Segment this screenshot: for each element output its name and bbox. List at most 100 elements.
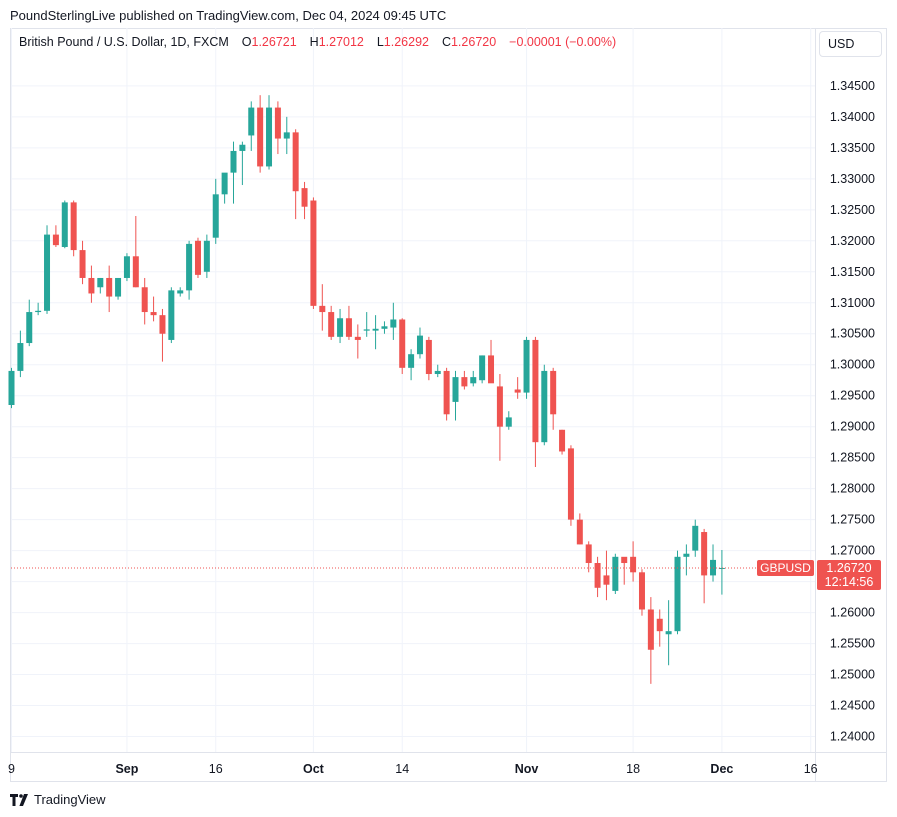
candle-body — [230, 150, 237, 173]
candle-body — [621, 556, 628, 564]
candle-body — [505, 417, 512, 427]
candle-body — [674, 556, 681, 632]
high-value: 1.27012 — [318, 35, 364, 49]
candle-body — [603, 575, 610, 585]
time-tick-label: 16 — [209, 762, 223, 776]
candle-body — [416, 335, 423, 355]
candle-body — [647, 609, 654, 650]
price-tick-label: 1.31000 — [830, 296, 875, 310]
candles — [8, 95, 725, 684]
symbol-tag-label: GBPUSD — [760, 561, 811, 575]
candle-body — [399, 319, 406, 368]
price-tick-label: 1.31500 — [830, 265, 875, 279]
time-tick-label: Sep — [115, 762, 138, 776]
candle-body — [168, 290, 175, 340]
candle-body — [203, 240, 210, 272]
price-tag-background — [817, 559, 881, 590]
grid-lines — [11, 28, 886, 782]
open-value: 1.26721 — [251, 35, 297, 49]
time-tick-label: 16 — [804, 762, 818, 776]
candle-body — [390, 319, 397, 328]
candle-body — [17, 343, 24, 371]
symbol-title: British Pound / U.S. Dollar, 1D, FXCM — [19, 35, 229, 49]
change-value: −0.00001 (−0.00%) — [509, 35, 617, 49]
candle-body — [301, 188, 308, 207]
candle-body — [61, 202, 68, 247]
price-tick-label: 1.28500 — [830, 451, 875, 465]
candle-body — [363, 329, 370, 331]
candle-body — [425, 339, 432, 375]
candle-body — [630, 556, 637, 573]
candle-body — [292, 132, 299, 192]
candle-body — [212, 194, 219, 238]
symbol-legend: British Pound / U.S. Dollar, 1D, FXCM O1… — [19, 35, 616, 49]
candle-body — [523, 339, 530, 393]
candle-body — [470, 377, 477, 384]
candle-body — [274, 107, 281, 139]
candle-body — [79, 250, 86, 278]
candle-body — [532, 339, 539, 443]
candle-body — [141, 287, 148, 313]
candle-body — [44, 234, 51, 311]
candle-body — [8, 370, 15, 405]
candle-body — [88, 277, 95, 294]
low-value: 1.26292 — [383, 35, 429, 49]
candle-body — [576, 519, 583, 545]
currency-button[interactable]: USD — [819, 31, 882, 57]
price-tick-label: 1.25500 — [830, 637, 875, 651]
candle-body — [115, 277, 122, 297]
candle-body — [26, 312, 33, 344]
price-tick-label: 1.27500 — [830, 513, 875, 527]
candle-body — [452, 377, 459, 402]
symbol-tag-background — [757, 559, 814, 576]
price-tick-label: 1.24500 — [830, 699, 875, 713]
candle-body — [239, 144, 246, 151]
candle-body — [70, 202, 77, 251]
price-tick-label: 1.33500 — [830, 141, 875, 155]
candle-body — [638, 572, 645, 610]
candle-body — [594, 563, 601, 588]
candle-body — [328, 312, 335, 337]
price-axis: 1.240001.245001.250001.255001.260001.265… — [830, 79, 875, 744]
candle-body — [567, 448, 574, 520]
price-tick-label: 1.26000 — [830, 606, 875, 620]
candle-body — [283, 132, 290, 139]
candle-body — [310, 200, 317, 306]
candle-body — [150, 312, 157, 316]
price-tick-label: 1.34500 — [830, 79, 875, 93]
candle-body — [683, 553, 690, 557]
candle-body — [177, 290, 184, 294]
candle-body — [132, 256, 139, 288]
price-tick-label: 1.32000 — [830, 234, 875, 248]
price-tag-countdown: 12:14:56 — [825, 575, 874, 589]
candle-body — [319, 305, 326, 313]
candle-body — [559, 429, 566, 452]
time-axis: 9 Sep 16 Oct 14 Nov 18 Dec 16 — [8, 762, 818, 776]
candle-body — [479, 355, 486, 381]
price-tick-label: 1.25000 — [830, 668, 875, 682]
candle-body — [701, 532, 708, 576]
price-tick-label: 1.29500 — [830, 389, 875, 403]
candle-body — [372, 328, 379, 331]
candle-body — [434, 370, 441, 375]
candle-body — [408, 354, 415, 368]
price-tick-label: 1.29000 — [830, 420, 875, 434]
candle-body — [221, 172, 228, 195]
price-tick-label: 1.33000 — [830, 172, 875, 186]
time-tick-label: 14 — [395, 762, 409, 776]
close-value: 1.26720 — [450, 35, 497, 49]
high-label: H — [309, 35, 319, 49]
time-tick-label: Nov — [515, 762, 539, 776]
price-tick-label: 1.28000 — [830, 482, 875, 496]
candle-body — [381, 326, 388, 329]
candle-body — [106, 277, 113, 297]
candle-body — [266, 107, 273, 167]
candle-body — [585, 544, 592, 564]
candle-body — [461, 377, 468, 387]
time-tick-label: 9 — [8, 762, 15, 776]
brand-name: TradingView — [34, 792, 106, 807]
candle-body — [692, 525, 699, 551]
tradingview-logo[interactable]: TradingView — [10, 792, 106, 807]
